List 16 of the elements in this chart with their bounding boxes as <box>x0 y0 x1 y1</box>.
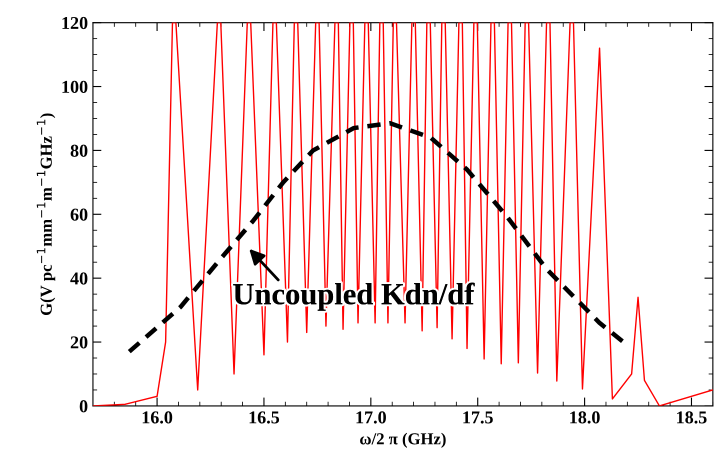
x-axis-title: ω/2 π (GHz) <box>360 432 446 448</box>
y-tick-label: 80 <box>70 144 88 157</box>
y-tick-label: 20 <box>70 336 88 348</box>
y-tick-label: 40 <box>70 272 88 285</box>
x-tick-label: 17.5 <box>463 411 493 424</box>
x-tick-label: 18.5 <box>677 411 707 424</box>
x-tick-label: 16.0 <box>142 411 172 424</box>
x-tick-label: 17.0 <box>356 411 386 424</box>
line-series <box>92 22 713 406</box>
x-tick-label: 16.5 <box>250 411 280 424</box>
y-tick-label: 120 <box>62 16 88 30</box>
x-tick-label: 18.0 <box>570 411 600 424</box>
y-tick-label: 100 <box>62 80 88 93</box>
y-tick-label: 60 <box>70 208 88 221</box>
y-tick-label: 0 <box>80 400 88 412</box>
text: G(V pc$^{−1}$mm$^{−1}$m$^{−1}$GHz$^{−1}$) <box>36 113 56 316</box>
